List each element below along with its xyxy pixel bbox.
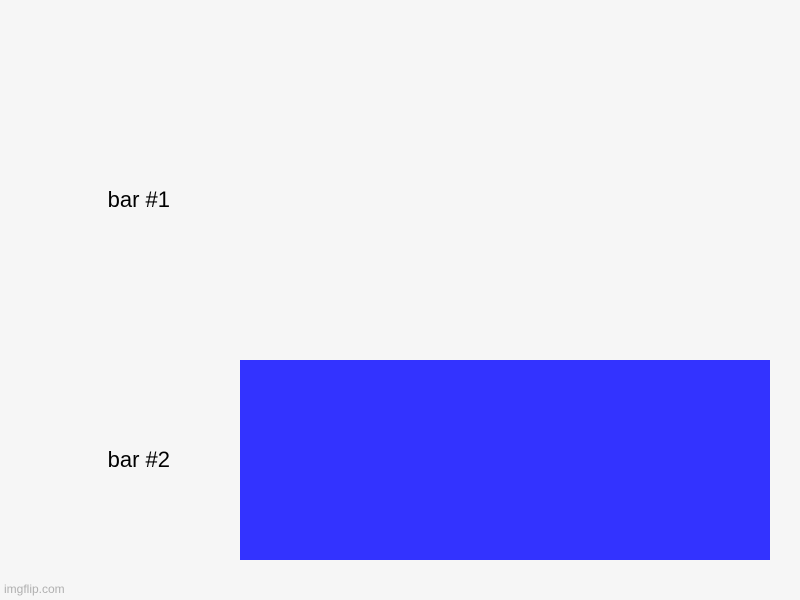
bar-label-2: bar #2 — [0, 447, 180, 473]
watermark-text: imgflip.com — [4, 582, 65, 596]
bar-fill-2 — [240, 360, 770, 560]
bar-row-1: bar #1 — [0, 100, 800, 300]
bar-chart: bar #1 bar #2 — [0, 100, 800, 550]
bar-area-1 — [240, 100, 770, 300]
bar-area-2 — [240, 360, 770, 560]
bar-label-1: bar #1 — [0, 187, 180, 213]
bar-row-2: bar #2 — [0, 360, 800, 560]
